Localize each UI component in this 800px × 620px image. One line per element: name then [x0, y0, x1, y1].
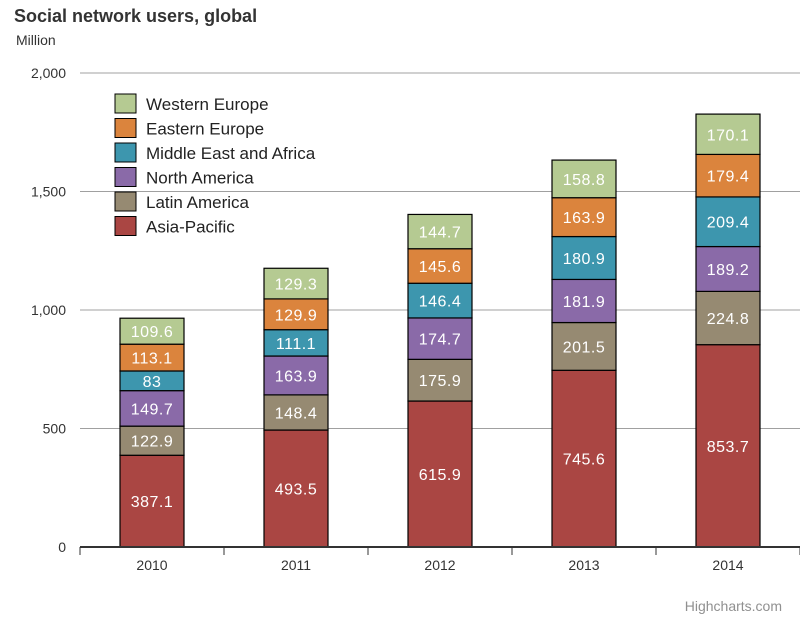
data-label: 615.9: [419, 467, 462, 484]
bar-segment[interactable]: [695, 153, 761, 198]
bar-segment[interactable]: [551, 278, 617, 324]
data-label: 387.1: [131, 494, 174, 511]
data-label: 113.1: [131, 351, 172, 368]
bar-segment[interactable]: [695, 290, 761, 346]
bar-segment[interactable]: [407, 400, 473, 548]
data-label: 129.3: [275, 277, 318, 294]
bar-segment[interactable]: [119, 343, 185, 372]
bar-segment[interactable]: [263, 329, 329, 357]
y-tick-label: 1,000: [31, 302, 66, 318]
legend-symbol[interactable]: [114, 191, 137, 212]
data-label: 158.8: [563, 172, 606, 189]
data-label: 129.9: [275, 307, 318, 324]
data-label: 224.8: [707, 311, 750, 328]
data-label: 144.7: [419, 225, 462, 242]
data-label: 853.7: [707, 439, 750, 456]
bar-segment[interactable]: [407, 317, 473, 360]
data-label: 209.4: [707, 215, 750, 232]
legend-symbol[interactable]: [114, 93, 137, 114]
chart-title: Social network users, global: [14, 6, 258, 26]
data-label: 83: [143, 374, 162, 391]
bar-segment[interactable]: [263, 267, 329, 300]
bar-segment[interactable]: [263, 394, 329, 431]
data-label: 163.9: [563, 210, 606, 227]
bar-segment[interactable]: [551, 235, 617, 281]
bar-segment[interactable]: [263, 429, 329, 548]
bar-segment[interactable]: [551, 197, 617, 238]
bar-segment[interactable]: [551, 159, 617, 199]
data-label: 174.7: [419, 332, 462, 349]
x-tick-label: 2011: [281, 557, 311, 573]
credits-link[interactable]: Highcharts.com: [684, 598, 782, 614]
data-label: 189.2: [707, 262, 750, 279]
data-label: 122.9: [131, 434, 174, 451]
data-label: 745.6: [563, 452, 606, 469]
bar-segment[interactable]: [551, 369, 617, 548]
data-label: 163.9: [275, 368, 318, 385]
bar-segment[interactable]: [695, 196, 761, 248]
bar-segment[interactable]: [407, 213, 473, 250]
data-label: 146.4: [419, 294, 462, 311]
bar-segment[interactable]: [407, 358, 473, 402]
data-label: 493.5: [275, 482, 318, 499]
data-label: 149.7: [131, 401, 174, 418]
bar-segment[interactable]: [551, 321, 617, 371]
x-tick-label: 2013: [568, 557, 599, 573]
x-tick-label: 2012: [424, 557, 455, 573]
data-label: 145.6: [419, 259, 462, 276]
bar-segment[interactable]: [119, 425, 185, 456]
data-label: 175.9: [419, 373, 462, 390]
x-tick-label: 2010: [136, 557, 167, 573]
legend-item[interactable]: Latin America: [146, 193, 250, 212]
bar-segment[interactable]: [407, 282, 473, 319]
legend-item[interactable]: Asia-Pacific: [146, 218, 235, 237]
bar-segment[interactable]: [695, 113, 761, 156]
bar-segment[interactable]: [695, 344, 761, 548]
legend-item[interactable]: Eastern Europe: [146, 120, 264, 139]
legend-symbol[interactable]: [114, 142, 137, 163]
chart-subtitle: Million: [16, 32, 56, 48]
data-label: 170.1: [707, 127, 750, 144]
legend-item[interactable]: Western Europe: [146, 95, 269, 114]
y-tick-label: 2,000: [31, 65, 66, 81]
data-label: 148.4: [275, 405, 318, 422]
y-tick-label: 0: [58, 539, 66, 555]
data-label: 181.9: [563, 294, 606, 311]
data-label: 201.5: [563, 339, 606, 356]
data-label: 109.6: [131, 324, 174, 341]
legend-item[interactable]: North America: [146, 169, 254, 188]
bar-segment[interactable]: [119, 390, 185, 427]
y-tick-label: 1,500: [31, 184, 66, 200]
legend-symbol[interactable]: [114, 167, 137, 187]
bar-segment[interactable]: [263, 298, 329, 331]
data-label: 180.9: [563, 251, 606, 268]
data-label: 111.1: [276, 336, 316, 353]
bar-segment[interactable]: [119, 317, 185, 345]
legend-symbol[interactable]: [114, 216, 137, 236]
legend-symbol[interactable]: [114, 118, 137, 138]
legend-item[interactable]: Middle East and Africa: [146, 144, 316, 163]
x-tick-label: 2014: [712, 557, 743, 573]
y-tick-label: 500: [43, 421, 67, 437]
data-label: 179.4: [707, 169, 750, 186]
